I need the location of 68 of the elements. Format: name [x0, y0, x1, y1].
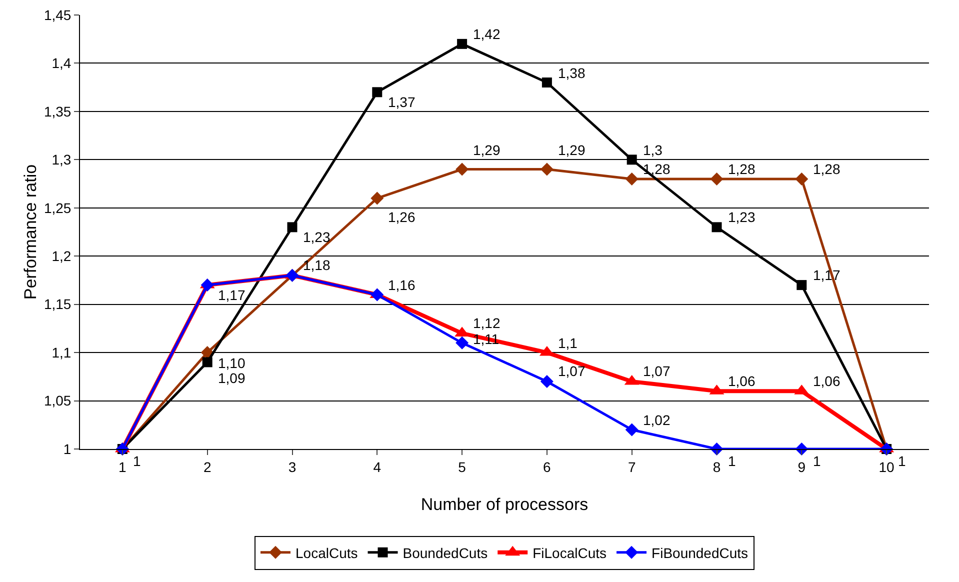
data-label: 1,17: [218, 287, 246, 303]
point: [626, 154, 637, 165]
x-tick-label: 2: [203, 458, 212, 475]
data-label: 1,23: [303, 229, 330, 245]
point: [456, 162, 469, 176]
point: [710, 172, 724, 186]
legend-label: FiLocalCuts: [532, 544, 607, 561]
point: [540, 162, 554, 176]
data-label: 1,23: [728, 209, 756, 225]
x-tick-label: 9: [798, 458, 806, 475]
data-label: 1,07: [558, 363, 586, 379]
data-label: 1,3: [643, 142, 663, 158]
x-tick-label: 10: [878, 458, 895, 475]
x-tick-label: 7: [628, 458, 636, 475]
point: [796, 280, 807, 290]
data-label: 1,10: [218, 355, 246, 371]
legend-label: LocalCuts: [296, 544, 358, 561]
data-label: 1,16: [388, 277, 416, 293]
y-tick-label: 1,2: [52, 248, 72, 264]
y-tick-label: 1,15: [44, 296, 72, 312]
data-label: 1,06: [728, 373, 756, 389]
point: [795, 172, 808, 186]
x-tick-label: 6: [543, 458, 552, 475]
y-tick-label: 1,1: [52, 344, 72, 360]
legend-label: BoundedCuts: [402, 544, 488, 561]
point: [540, 374, 554, 388]
y-tick-label: 1,3: [52, 152, 72, 168]
x-tick-label: 1: [118, 458, 127, 475]
point: [712, 222, 722, 232]
data-label: 1,26: [388, 209, 416, 225]
point: [370, 288, 384, 302]
data-label: 1,18: [303, 257, 330, 273]
x-tick-label: 4: [373, 458, 382, 475]
data-label: 1,06: [813, 373, 840, 389]
point: [200, 278, 214, 292]
y-tick-label: 1,25: [44, 200, 72, 216]
data-label: 1,28: [813, 161, 840, 177]
point: [372, 87, 382, 98]
data-label: 1,29: [558, 142, 586, 158]
data-label: 1,42: [473, 26, 500, 42]
data-label: 1,02: [643, 412, 670, 428]
data-label: 1,37: [388, 94, 416, 110]
y-axis-title: Performance ratio: [21, 164, 40, 300]
data-label: 1,38: [558, 65, 586, 81]
data-label: 1,09: [218, 370, 246, 386]
y-tick-label: 1,35: [44, 103, 72, 120]
x-tick-label: 3: [288, 458, 296, 475]
point: [370, 192, 384, 205]
x-axis-title: Number of processors: [420, 495, 588, 514]
point: [456, 336, 469, 350]
data-label: 1,12: [473, 315, 500, 331]
point: [202, 357, 212, 368]
y-tick-label: 1,05: [44, 392, 72, 409]
data-label: 1,28: [728, 161, 756, 177]
data-label: 1,07: [643, 363, 670, 379]
x-tick-label: 5: [458, 458, 466, 475]
y-tick-label: 1: [63, 440, 72, 457]
point: [457, 38, 468, 49]
point: [625, 172, 638, 186]
point: [542, 78, 552, 88]
data-label: 1,29: [473, 142, 500, 158]
y-tick-label: 1,4: [52, 55, 72, 72]
data-label: 1,1: [558, 335, 578, 351]
legend-label: FiBoundedCuts: [652, 544, 748, 561]
point: [625, 423, 638, 436]
point: [287, 222, 298, 232]
y-tick-label: 1,45: [44, 6, 72, 23]
x-tick-label: 8: [712, 458, 721, 475]
